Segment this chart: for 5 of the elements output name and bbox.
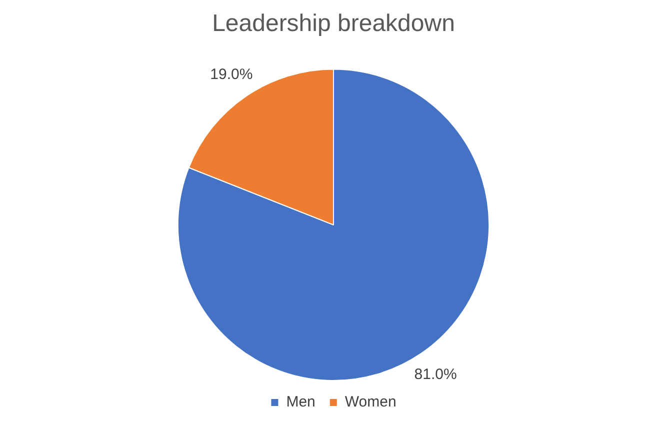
legend-label: Men bbox=[286, 394, 316, 411]
data-label: 19.0% bbox=[210, 66, 253, 83]
data-label: 81.0% bbox=[414, 366, 457, 384]
legend-label: Women bbox=[344, 394, 396, 411]
chart-title: Leadership breakdown bbox=[212, 10, 455, 38]
